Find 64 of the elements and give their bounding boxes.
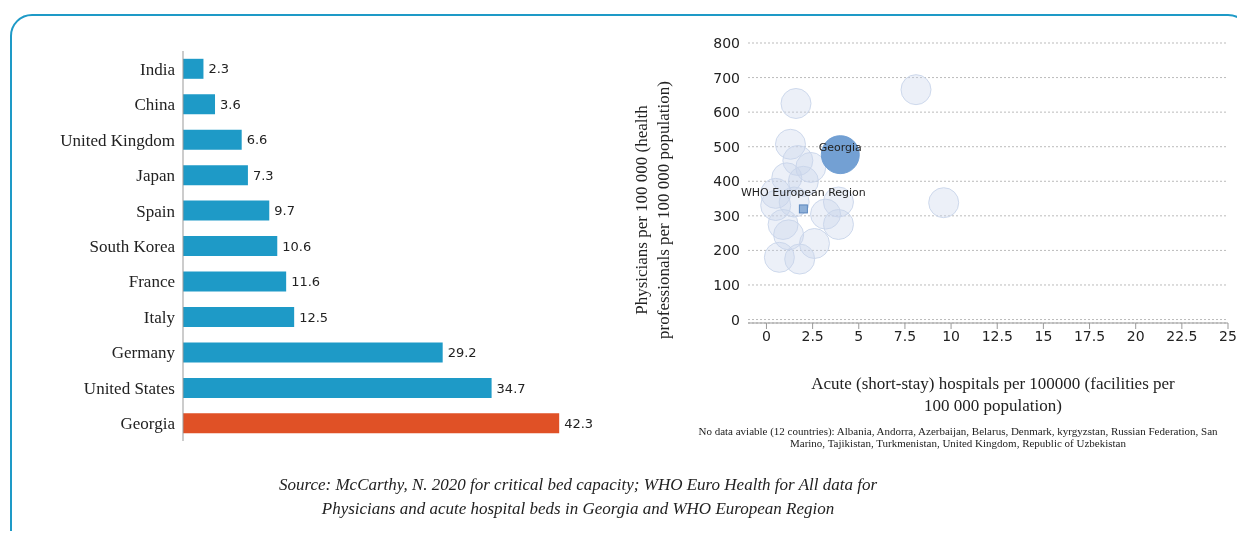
y-tick-label: South Korea [89, 237, 176, 257]
bar [183, 342, 443, 363]
x-tick-label: 7.5 [893, 327, 917, 344]
data-label: 42.3 [564, 415, 594, 431]
x-tick-label: 2.5 [801, 327, 824, 344]
y-tick-label: United Kingdom [60, 130, 175, 150]
y-tick-label: China [134, 95, 176, 115]
y-tick-label: Japan [136, 166, 176, 186]
bar [183, 94, 216, 115]
data-label: 3.6 [220, 96, 241, 112]
x-axis-title: Acute (short-stay) hospitals per 100000 (facilities per 100 000 population) [810, 373, 1176, 417]
x-tick-label: 10 [942, 327, 960, 344]
y-tick-label: Italy [143, 307, 176, 327]
point [780, 87, 812, 119]
data-label: 9.7 [274, 203, 295, 219]
data-label: 12.5 [299, 309, 329, 325]
series-label: WHO European Region [740, 186, 866, 200]
y-tick-label: India [140, 59, 176, 79]
point [928, 187, 960, 219]
x-tick-label: 12.5 [981, 327, 1013, 344]
bar [183, 306, 295, 327]
data-label: 11.6 [291, 274, 321, 290]
data-label: 6.6 [246, 132, 268, 148]
bar [183, 200, 270, 221]
bar [183, 165, 248, 186]
y-tick-label: 700 [713, 69, 740, 86]
y-tick-label: 100 [713, 276, 740, 293]
y-tick-label: 600 [713, 104, 740, 121]
x-tick-label: 25 [1219, 327, 1237, 344]
x-tick-label: 0 [762, 327, 771, 344]
data-label: 34.7 [496, 380, 526, 396]
data-label: 2.3 [208, 61, 230, 77]
y-tick-label: 300 [713, 207, 740, 224]
y-tick-label: Germany [111, 343, 176, 363]
y-axis-title: Physicians per 100 000 (health professionals per 100 000 population) [631, 80, 674, 341]
bar [183, 413, 560, 434]
y-tick-label: United States [83, 378, 175, 398]
y-tick-label: 200 [713, 242, 740, 259]
bar [183, 58, 204, 79]
x-tick-label: 15 [1034, 327, 1053, 344]
y-tick-label: Georgia [120, 414, 176, 434]
point [900, 74, 932, 106]
x-tick-label: 22.5 [1166, 327, 1198, 344]
bar [183, 271, 287, 292]
point [798, 204, 808, 214]
y-tick-label: Spain [136, 201, 176, 221]
x-tick-label: 17.5 [1073, 327, 1106, 344]
y-tick-label: 800 [713, 34, 740, 51]
x-tick-label: 5 [854, 327, 864, 344]
x-tick-label: 20 [1126, 327, 1145, 344]
y-tick-label: France [128, 272, 175, 292]
y-tick-label: 500 [713, 138, 740, 155]
y-tick-label: 0 [731, 311, 740, 328]
text: No data aviable (12 countries): Albania, Andorra, Azerbaijan, Belarus, Denmark, kyrgyzstan, Russian Federation, San Marino, Tajikistan, Turkmenistan, United Kingdom, Republic of Uzbekistan [697, 425, 1219, 449]
y-tick-label: 400 [713, 173, 740, 190]
data-label: 10.6 [282, 238, 312, 254]
source-note: Source: McCarthy, N. 2020 for critical bed capacity; WHO Euro Health for All data for Physicians and acute hospital beds in Georgia and WHO European Region [277, 474, 879, 520]
data-label: 7.3 [252, 167, 274, 183]
point [784, 243, 816, 275]
bar [183, 129, 242, 150]
bar [183, 377, 492, 398]
data-label: 29.2 [447, 345, 477, 361]
bar [183, 236, 278, 257]
point [822, 208, 854, 240]
